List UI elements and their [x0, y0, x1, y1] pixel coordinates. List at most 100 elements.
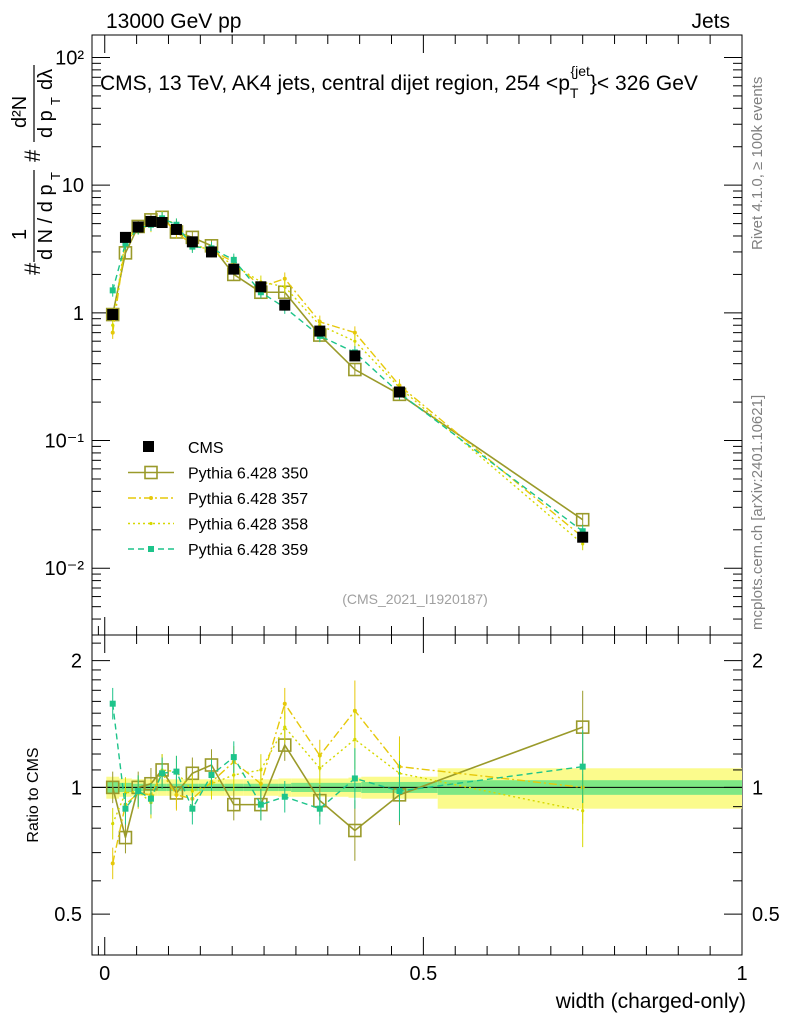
main-point-cms — [145, 215, 157, 227]
main-line-350 — [111, 216, 584, 521]
ratio-point-359 — [135, 788, 142, 795]
ylabel-part6: d²N — [9, 96, 31, 128]
main-series — [105, 210, 590, 551]
ylabel-part3: d N / d p — [35, 184, 57, 260]
ratio-point-350 — [226, 797, 241, 812]
ratio-ytick-label: 0.5 — [54, 904, 82, 926]
ratio-point-359 — [257, 801, 264, 808]
plot-title-end: }< 326 GeV — [590, 72, 698, 95]
main-point-357 — [352, 330, 357, 335]
ylabel-part4: T — [48, 172, 63, 180]
ratio-uncertainty-bands — [106, 768, 742, 809]
ylabel-part5: # — [20, 149, 45, 162]
plot-title-sub: T — [570, 85, 579, 101]
ratio-ylabel: Ratio to CMS — [25, 747, 42, 842]
main-point-cms — [186, 236, 198, 248]
legend-label: Pythia 6.428 350 — [188, 466, 308, 483]
ratio-point-359 — [396, 788, 403, 795]
side-rivet: Rivet 4.1.0, ≥ 100k events — [749, 77, 766, 250]
main-line-359 — [112, 217, 584, 532]
plot-title-sup: {jet — [570, 63, 590, 79]
ratio-point-358 — [111, 822, 115, 826]
side-site: mcplots.cern.ch [arXiv:2401.10621] — [749, 395, 766, 630]
legend-marker — [148, 546, 154, 552]
main-line-358 — [112, 216, 584, 545]
ratio-point-359 — [189, 805, 196, 812]
ratio-ytick-label: 2 — [71, 651, 82, 673]
main-point-358 — [283, 285, 287, 289]
plot-title-text: CMS, 13 TeV, AK4 jets, central dijet reg… — [100, 72, 570, 95]
ratio-point-359 — [579, 763, 586, 770]
legend-label: CMS — [188, 440, 224, 457]
ratio-series — [105, 680, 590, 880]
ratio-ytick-label-right: 1 — [752, 777, 763, 799]
ylabel-part8: T — [48, 97, 63, 105]
ratio-point-359 — [208, 771, 215, 778]
main-point-cms — [314, 325, 326, 337]
ratio-ytick-label: 1 — [71, 777, 82, 799]
main-point-cms — [349, 350, 361, 362]
main-axes: 10⁻² 10⁻¹ 1 10 10² — [45, 35, 743, 636]
ratio-point-359 — [173, 768, 180, 775]
main-point-cms — [228, 263, 240, 275]
ylabel-part1: # — [20, 262, 45, 275]
ratio-xtick-label: 0.5 — [409, 963, 437, 985]
ratio-point-358 — [190, 789, 194, 793]
plot-title: CMS, 13 TeV, AK4 jets, central dijet reg… — [100, 63, 698, 101]
ratio-point-350 — [118, 830, 133, 845]
main-ytick-label: 10⁻² — [45, 558, 85, 580]
ratio-point-359 — [159, 770, 166, 777]
ylabel-part9: dλ — [35, 69, 57, 90]
main-ytick-label: 1 — [73, 303, 84, 325]
ratio-point-358 — [259, 768, 263, 772]
ratio-point-358 — [318, 766, 322, 770]
main-ylabel: # 1 d N / d p T # d²N d p T dλ — [9, 65, 63, 275]
main-point-359 — [109, 287, 116, 294]
main-point-cms — [170, 223, 182, 235]
main-point-cms — [119, 231, 131, 243]
main-point-cms — [255, 281, 267, 293]
ratio-point-359 — [122, 805, 129, 812]
main-point-cms — [107, 309, 119, 321]
ratio-line-358 — [112, 725, 583, 824]
ratio-point-359 — [147, 795, 154, 802]
legend-label: Pythia 6.428 359 — [188, 542, 308, 559]
legend-marker — [149, 496, 153, 500]
header-left: 13000 GeV pp — [106, 10, 241, 33]
main-line-357 — [112, 217, 584, 538]
main-ytick-label: 10 — [62, 175, 84, 197]
ratio-point-358 — [232, 773, 236, 777]
main-point-cms — [393, 386, 405, 398]
ratio-xtick-label: 0 — [99, 963, 110, 985]
main-point-cms — [205, 246, 217, 258]
ratio-point-359 — [316, 805, 323, 812]
ratio-point-357 — [282, 701, 287, 706]
ratio-axes: 0.5 0.5 1 1 2 2 0 0.5 1 — [54, 635, 780, 985]
legend-marker — [144, 465, 158, 480]
watermark: (CMS_2021_I1920187) — [342, 591, 488, 607]
ratio-point-357 — [110, 861, 115, 866]
ratio-point-359 — [230, 754, 237, 761]
ratio-point-350 — [348, 823, 362, 838]
ratio-point-357 — [174, 792, 179, 797]
main-ytick-label: 10⁻¹ — [45, 431, 85, 453]
ratio-point-359 — [109, 700, 116, 707]
main-point-350 — [348, 362, 362, 377]
ratio-point-359 — [351, 775, 358, 782]
main-point-359 — [579, 528, 586, 535]
main-point-cms — [156, 217, 168, 229]
main-point-cms — [132, 221, 144, 233]
legend-marker — [149, 521, 153, 526]
ratio-xtick-label: 1 — [736, 963, 747, 985]
header-right: Jets — [691, 10, 730, 33]
ratio-point-358 — [353, 737, 357, 741]
xlabel: width (charged-only) — [555, 990, 746, 1013]
legend-label: Pythia 6.428 358 — [188, 517, 308, 534]
ratio-ytick-label-right: 2 — [752, 651, 763, 673]
ratio-point-358 — [283, 725, 287, 729]
main-point-cms — [577, 531, 589, 543]
main-point-cms — [279, 299, 291, 311]
ratio-point-350 — [105, 780, 120, 795]
legend-label: Pythia 6.428 357 — [188, 491, 308, 508]
